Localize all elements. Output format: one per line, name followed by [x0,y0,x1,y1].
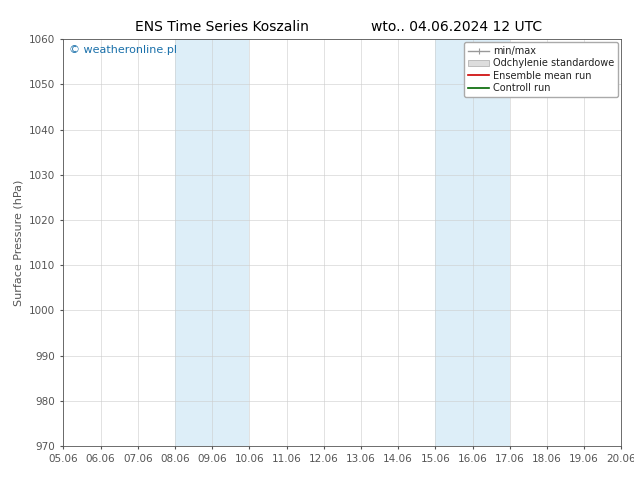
Bar [175,39,249,446]
Text: ENS Time Series Koszalin: ENS Time Series Koszalin [135,20,309,34]
Text: wto.. 04.06.2024 12 UTC: wto.. 04.06.2024 12 UTC [371,20,542,34]
Text: © weatheronline.pl: © weatheronline.pl [69,45,177,55]
Bar [436,39,510,446]
Y-axis label: Surface Pressure (hPa): Surface Pressure (hPa) [13,179,23,306]
Legend: min/max, Odchylenie standardowe, Ensemble mean run, Controll run: min/max, Odchylenie standardowe, Ensembl… [464,42,618,97]
